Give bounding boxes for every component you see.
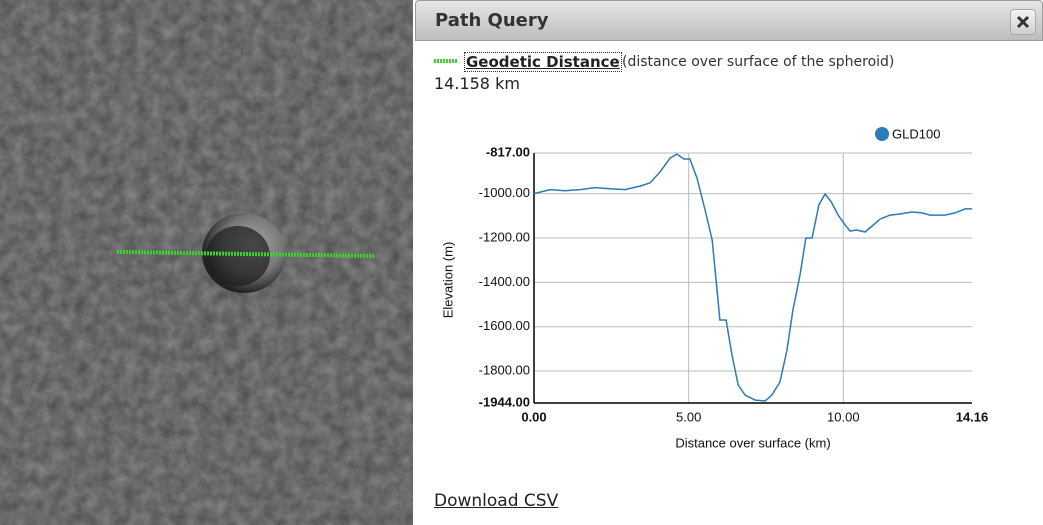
path-query-panel: Path Query Geodetic Distance (distance o… <box>415 0 1043 525</box>
y-axis-label: Elevation (m) <box>440 242 455 319</box>
x-tick-label: 10.00 <box>827 409 860 424</box>
close-button[interactable] <box>1010 9 1036 35</box>
measure-value: 14.158 km <box>434 74 520 93</box>
map-view[interactable] <box>0 0 413 525</box>
measure-description: (distance over surface of the spheroid) <box>622 54 895 70</box>
x-tick-label: 0.00 <box>521 409 546 424</box>
profile-chart: -817.00 -1000.00 -1200.00 -1400.00 -1600.00 -… <box>440 126 989 450</box>
measure-icon <box>434 59 458 63</box>
x-tick-label: 14.16 <box>956 409 989 424</box>
download-link[interactable]: Download CSV <box>434 491 559 511</box>
legend-marker <box>875 127 889 141</box>
x-axis-label: Distance over surface (km) <box>675 435 830 450</box>
y-tick-label: -1000.00 <box>479 185 530 200</box>
y-tick-label: -817.00 <box>486 144 530 159</box>
measure-name[interactable]: Geodetic Distance <box>464 52 622 72</box>
crater-shadow <box>206 226 270 286</box>
legend-label: GLD100 <box>892 126 940 141</box>
series-line <box>533 153 972 402</box>
y-tick-label: -1600.00 <box>479 318 530 333</box>
y-tick-label: -1400.00 <box>479 274 530 289</box>
panel-title: Path Query <box>435 10 549 31</box>
y-tick-label: -1800.00 <box>479 362 530 377</box>
y-tick-label: -1200.00 <box>479 229 530 244</box>
panel-header: Path Query <box>415 0 1043 41</box>
y-tick-label: -1944.00 <box>479 394 530 409</box>
path-line <box>116 250 375 258</box>
x-tick-label: 5.00 <box>676 409 701 424</box>
